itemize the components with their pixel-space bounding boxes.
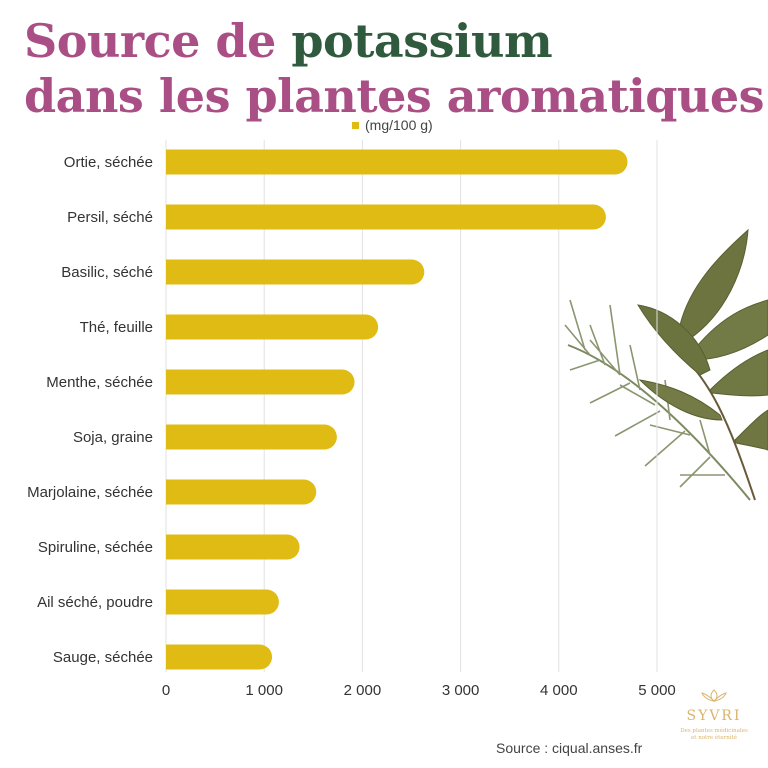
bar (166, 589, 279, 615)
bar-base (166, 534, 191, 560)
bar-base (166, 424, 191, 450)
bar (166, 644, 273, 670)
svg-text:Des plantes médicinales: Des plantes médicinales (680, 727, 748, 734)
category-label: Persil, séché (67, 209, 153, 226)
category-label: Ail séché, poudre (37, 594, 153, 611)
lotus-icon (701, 689, 727, 702)
legend-label: (mg/100 g) (365, 117, 433, 133)
chart-title: Source de potassium dans les plantes aro… (24, 14, 765, 124)
svg-text:et notre éternité: et notre éternité (691, 734, 737, 741)
category-label: Basilic, séché (61, 264, 153, 281)
bar-base (166, 589, 191, 615)
x-tick-label: 0 (162, 682, 170, 699)
leaf-branch-icon (637, 228, 768, 501)
bar (166, 369, 355, 395)
bar (166, 204, 606, 230)
bar (166, 259, 425, 285)
bar-base (166, 204, 191, 230)
bar-base (166, 479, 191, 505)
bar-base (166, 369, 191, 395)
title-line2: dans les plantes aromatiques (24, 69, 765, 123)
plant-branch-illustration (564, 228, 768, 501)
category-label: Ortie, séchée (64, 154, 153, 171)
svg-text:SYVRI: SYVRI (686, 708, 741, 724)
x-tick-label: 2 000 (344, 682, 382, 699)
bar-base (166, 259, 191, 285)
title-highlight: potassium (291, 14, 553, 68)
legend-swatch (352, 121, 359, 129)
x-tick-label: 3 000 (442, 682, 480, 699)
bar (166, 314, 379, 340)
category-label: Thé, feuille (80, 319, 153, 336)
category-label: Sauge, séchée (53, 649, 153, 666)
legend: (mg/100 g) (352, 117, 433, 133)
bar-base (166, 644, 191, 670)
title-part1: Source de (24, 14, 292, 68)
x-tick-label: 5 000 (638, 682, 676, 699)
bar (166, 149, 628, 175)
bar-base (166, 149, 191, 175)
bar (166, 424, 337, 450)
x-tick-label: 4 000 (540, 682, 578, 699)
category-label: Spiruline, séchée (38, 539, 153, 556)
category-label: Menthe, séchée (46, 374, 153, 391)
bar (166, 479, 317, 505)
category-label: Marjolaine, séchée (27, 484, 153, 501)
source-note: Source : ciqual.anses.fr (496, 740, 643, 756)
x-tick-label: 1 000 (245, 682, 283, 699)
bar-base (166, 314, 191, 340)
syvri-logo: SYVRI Des plantes médicinales et notre é… (680, 689, 748, 741)
bar (166, 534, 300, 560)
category-label: Soja, graine (73, 429, 153, 446)
